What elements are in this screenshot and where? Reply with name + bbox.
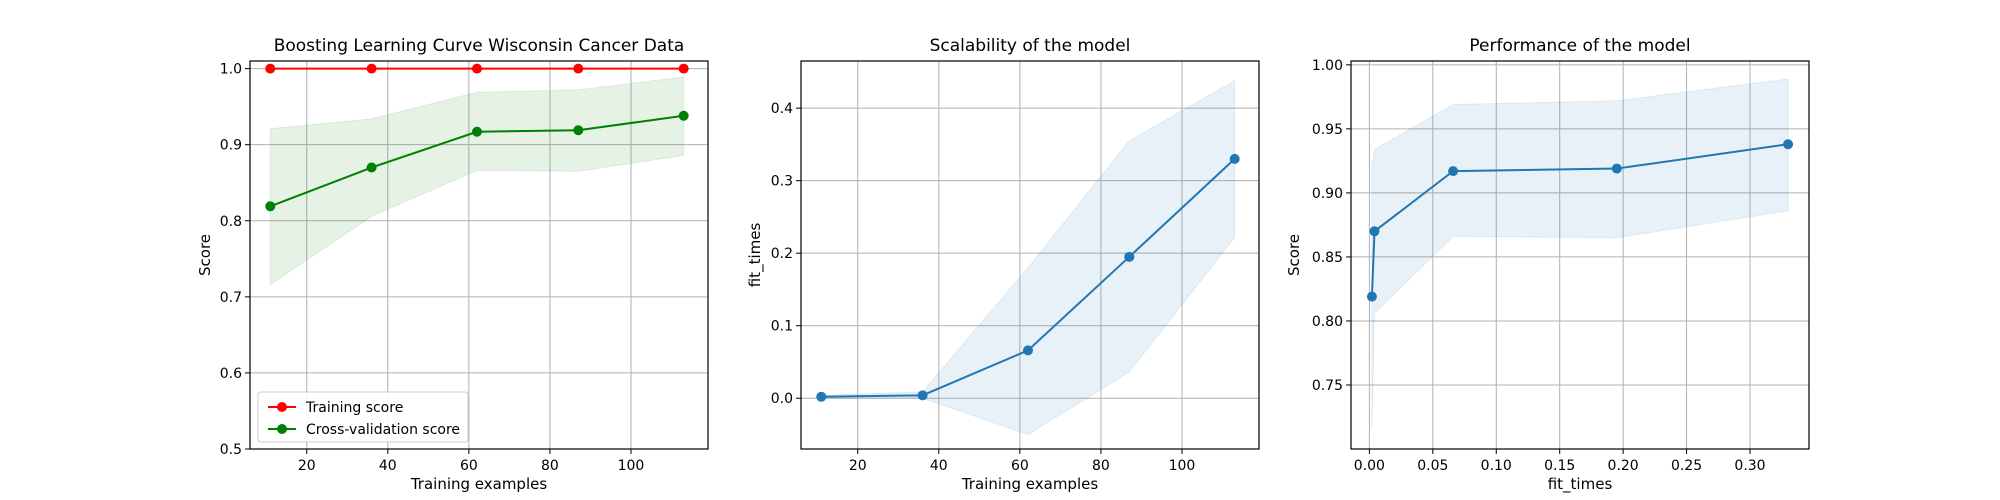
data-point xyxy=(1366,291,1377,302)
x-tick-label: 0.30 xyxy=(1734,458,1765,474)
y-tick-label: 0.2 xyxy=(771,246,793,262)
y-tick-label: 0.5 xyxy=(220,442,242,458)
panel-1: Boosting Learning Curve Wisconsin Cancer… xyxy=(196,36,684,493)
data-point xyxy=(265,201,276,212)
x-axis-label: Training examples xyxy=(961,475,1099,493)
axes-frame xyxy=(249,60,709,450)
x-tick-label: 100 xyxy=(1169,458,1196,474)
legend-marker xyxy=(277,424,287,434)
x-tick-label: 60 xyxy=(460,458,478,474)
y-tick-label: 0.90 xyxy=(1312,186,1343,202)
y-tick-label: 0.9 xyxy=(220,138,242,154)
x-tick-label: 40 xyxy=(930,458,948,474)
legend: Training score Cross-validation score xyxy=(257,391,469,443)
x-tick-label: 0.15 xyxy=(1544,458,1575,474)
plot-area-2: 20 40 60 80 100 0.0 0.1 0.2 0.3 0.4 xyxy=(771,60,1260,474)
y-tick-label: 0.95 xyxy=(1312,122,1343,138)
data-point xyxy=(573,63,584,74)
data-point xyxy=(366,162,377,173)
x-tick-label: 80 xyxy=(541,458,559,474)
x-axis-label: Training examples xyxy=(410,475,548,493)
data-point xyxy=(1124,251,1135,262)
data-point xyxy=(265,63,276,74)
x-tick-label: 0.05 xyxy=(1417,458,1448,474)
data-point xyxy=(1448,166,1459,177)
data-point xyxy=(471,126,482,137)
data-point xyxy=(917,390,928,401)
x-tick-label: 20 xyxy=(298,458,316,474)
y-tick-label: 0.3 xyxy=(771,174,793,190)
data-point xyxy=(366,63,377,74)
data-point xyxy=(678,63,689,74)
x-tick-label: 100 xyxy=(618,458,645,474)
x-tick-label: 80 xyxy=(1092,458,1110,474)
y-tick-label: 0.6 xyxy=(220,366,242,382)
y-axis-label: Score xyxy=(196,234,214,276)
y-tick-label: 0.0 xyxy=(771,391,793,407)
plot-area-3: 0.00 0.05 0.10 0.15 0.20 0.25 0.30 0.75 0.80 0.85… xyxy=(1312,58,1810,474)
legend-marker xyxy=(277,402,287,412)
x-tick-label: 40 xyxy=(379,458,397,474)
plots-layer: 20 40 60 80 100 0.5 0.6 0.7 0.8 0.9 1.0 Training sc… xyxy=(220,58,1810,474)
confidence-band xyxy=(1371,78,1789,429)
y-tick-label: 1.0 xyxy=(220,62,242,78)
x-tick-label: 0.20 xyxy=(1608,458,1639,474)
legend-label: Cross-validation score xyxy=(306,422,460,438)
data-point xyxy=(1229,153,1240,164)
y-tick-label: 0.4 xyxy=(771,101,793,117)
axes-frame xyxy=(800,60,1260,450)
data-point xyxy=(1022,345,1033,356)
y-tick-label: 0.80 xyxy=(1312,314,1343,330)
y-tick-label: 0.75 xyxy=(1312,378,1343,394)
x-tick-label: 0.00 xyxy=(1354,458,1385,474)
x-axis-label: fit_times xyxy=(1548,475,1613,494)
y-tick-label: 0.7 xyxy=(220,290,242,306)
data-point xyxy=(678,110,689,121)
plot-area-1: 20 40 60 80 100 0.5 0.6 0.7 0.8 0.9 1.0 Training sc… xyxy=(220,60,709,474)
panel-2: Scalability of the model Training exampl… xyxy=(746,36,1130,493)
chart-title: Scalability of the model xyxy=(930,36,1131,56)
axes-frame xyxy=(1350,60,1810,450)
legend-label: Training score xyxy=(305,400,403,416)
x-tick-label: 0.10 xyxy=(1481,458,1512,474)
panel-3: Performance of the model fit_times Score xyxy=(1285,36,1691,494)
x-tick-label: 20 xyxy=(849,458,867,474)
chart-title: Performance of the model xyxy=(1469,36,1690,56)
confidence-band xyxy=(820,79,1236,436)
data-point xyxy=(573,125,584,136)
x-tick-label: 0.25 xyxy=(1671,458,1702,474)
data-point xyxy=(1611,163,1622,174)
x-tick-label: 60 xyxy=(1011,458,1029,474)
chart-title: Boosting Learning Curve Wisconsin Cancer… xyxy=(274,36,685,56)
y-tick-label: 1.00 xyxy=(1312,58,1343,74)
data-point xyxy=(1369,226,1380,237)
y-tick-label: 0.8 xyxy=(220,214,242,230)
y-tick-label: 0.1 xyxy=(771,319,793,335)
y-axis-label: Score xyxy=(1285,234,1303,276)
y-axis-label: fit_times xyxy=(746,223,765,288)
data-point xyxy=(471,63,482,74)
y-tick-label: 0.85 xyxy=(1312,250,1343,266)
data-point xyxy=(816,391,827,402)
data-point xyxy=(1783,139,1794,150)
legend-box xyxy=(257,391,469,443)
